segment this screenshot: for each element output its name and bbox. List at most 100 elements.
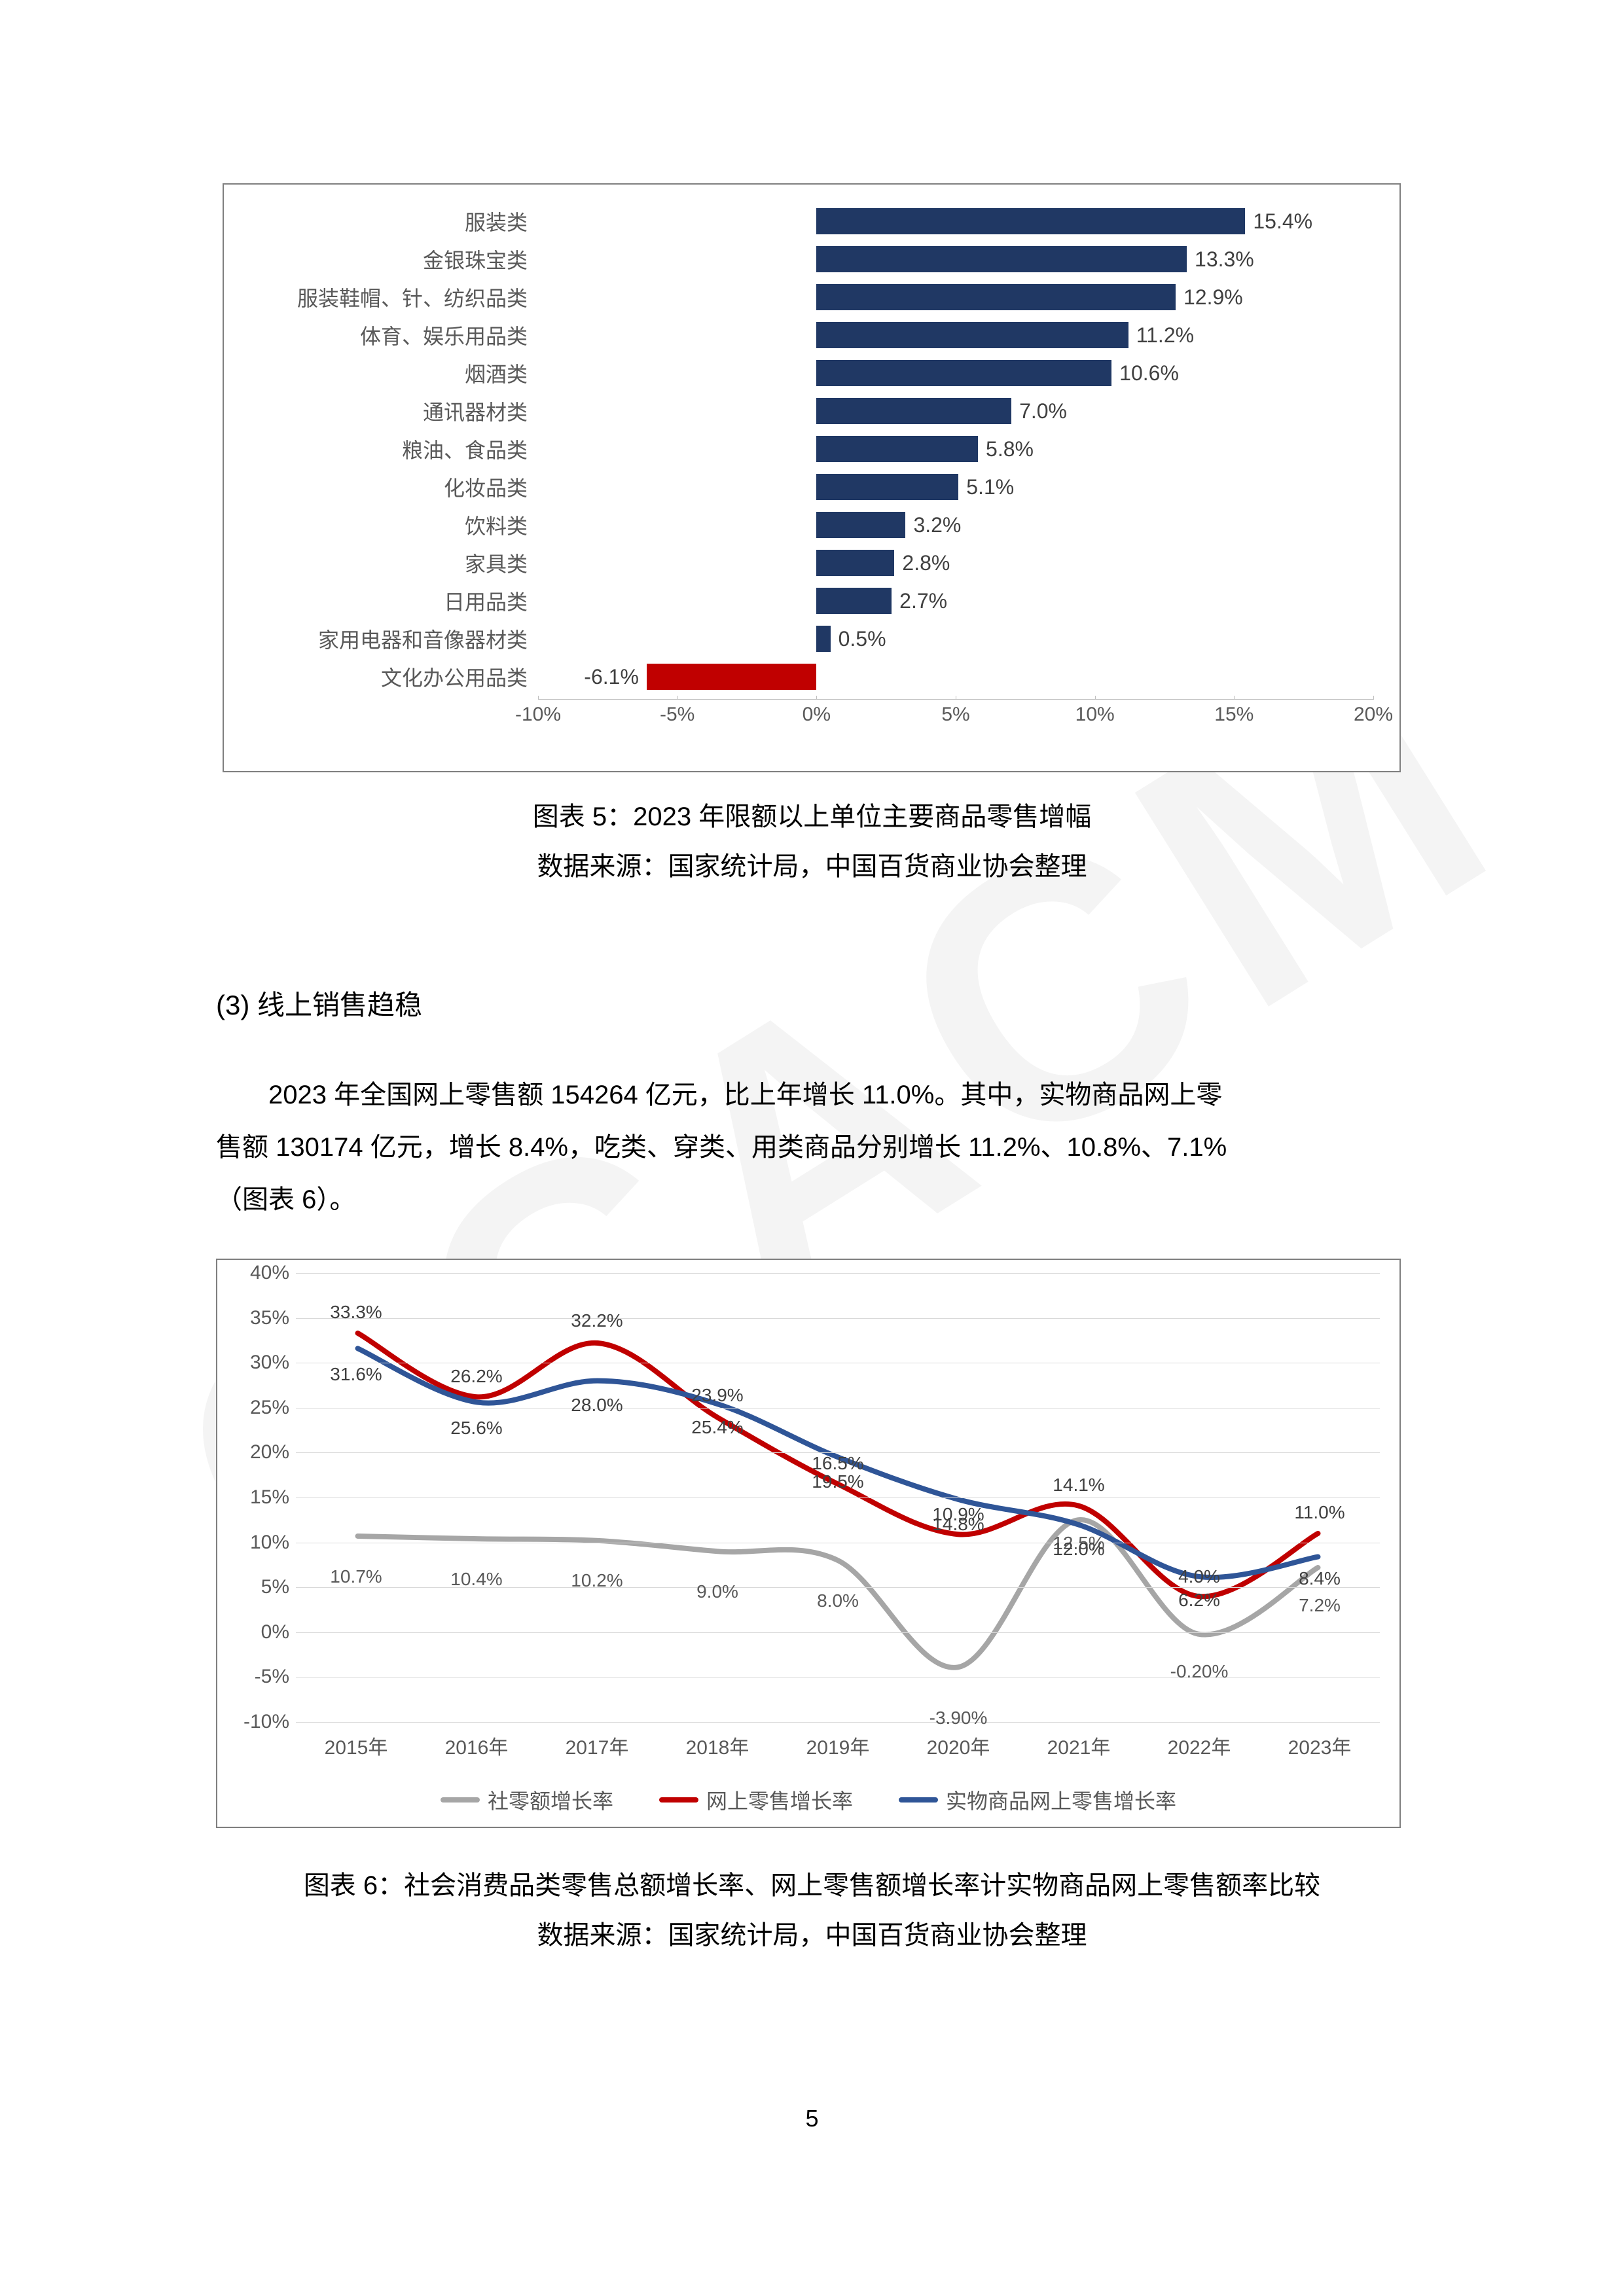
x-tick-label: 2020年 [927,1731,990,1760]
bar-category-label: 烟酒类 [263,358,538,388]
page-number: 5 [0,2105,1624,2132]
data-point-label: 12.0% [1053,1539,1104,1560]
legend-swatch [659,1797,698,1803]
x-tick-label: 2019年 [806,1731,870,1760]
x-tick-label: 2023年 [1288,1731,1352,1760]
bar-row: 文化办公用品类 -6.1% [263,660,1373,694]
bar-category-label: 家具类 [263,548,538,578]
grid-line [296,1632,1380,1633]
grid-line [296,1273,1380,1274]
bar-value-label: 5.1% [966,475,1014,499]
bar-track: 15.4% [538,208,1373,234]
bar-track: 13.3% [538,246,1373,272]
bar-value-label: 3.2% [913,513,961,537]
bar-x-ticks: -10%-5%0%5%10%15%20% [538,699,1373,732]
data-point-label: 7.2% [1299,1595,1341,1616]
y-tick-label: -5% [230,1666,289,1688]
data-point-label: 16.5% [812,1453,863,1474]
bar-category-label: 文化办公用品类 [263,662,538,692]
bar-value-label: 11.2% [1136,323,1194,348]
data-point-label: -0.20% [1170,1661,1229,1682]
paragraph-line-1: 2023 年全国网上零售额 154264 亿元，比上年增长 11.0%。其中，实… [216,1069,1408,1121]
bar-row: 服装鞋帽、针、纺织品类12.9% [263,280,1373,314]
legend-swatch [899,1797,938,1803]
bar-x-tick-label: 10% [1075,704,1115,726]
legend-label: 社零额增长率 [488,1785,613,1815]
figure6-source: 数据来源：国家统计局，中国百货商业协会整理 [216,1910,1408,1960]
data-point-label: 33.3% [330,1302,382,1323]
x-tick-label: 2022年 [1168,1731,1231,1760]
bar-track: -6.1% [538,664,1373,690]
bar-track: 11.2% [538,322,1373,348]
data-point-label: 4.0% [1178,1566,1220,1587]
data-point-label: 25.4% [691,1417,743,1438]
data-point-label: 11.0% [1294,1502,1344,1523]
bar-rect [816,398,1011,424]
x-tick-label: 2016年 [445,1731,509,1760]
bar-row: 家具类2.8% [263,546,1373,580]
grid-line [296,1318,1380,1319]
bar-track: 0.5% [538,626,1373,652]
bar-track: 3.2% [538,512,1373,538]
paragraph-line-3: （图表 6）。 [216,1174,1408,1226]
section-heading-3: (3) 线上销售趋稳 [216,983,1408,1023]
data-point-label: 10.2% [571,1570,623,1591]
line-chart-legend: 社零额增长率网上零售增长率实物商品网上零售增长率 [217,1785,1399,1815]
y-tick-label: 35% [230,1307,289,1329]
y-tick-label: 25% [230,1397,289,1419]
bar-category-label: 粮油、食品类 [263,434,538,464]
bar-chart-figure5: 服装类15.4%金银珠宝类13.3%服装鞋帽、针、纺织品类12.9%体育、娱乐用… [223,183,1401,772]
bar-value-label: 0.5% [839,627,886,651]
bar-value-label: 7.0% [1019,399,1067,423]
y-tick-label: 15% [230,1486,289,1509]
grid-line [296,1722,1380,1723]
bar-category-label: 日用品类 [263,586,538,616]
y-tick-label: 10% [230,1532,289,1554]
bar-rect [816,360,1111,386]
bar-x-tick-label: 0% [803,704,831,726]
page-content: 服装类15.4%金银珠宝类13.3%服装鞋帽、针、纺织品类12.9%体育、娱乐用… [216,183,1408,1960]
bar-row: 烟酒类 10.6% [263,356,1373,390]
line-chart-plot-area: -10%-5%0%5%10%15%20%25%30%35%40%2015年201… [296,1273,1380,1722]
bar-row: 化妆品类 5.1% [263,470,1373,504]
bar-value-label: 10.6% [1119,361,1179,386]
legend-swatch [441,1797,480,1803]
bar-row: 粮油、食品类 5.8% [263,432,1373,466]
bar-rect [816,512,905,538]
bar-rect [816,626,830,652]
bar-row: 体育、娱乐用品类 11.2% [263,318,1373,352]
data-point-label: 14.8% [932,1514,984,1535]
data-point-label: 14.1% [1053,1475,1104,1496]
bar-x-tick-label: -5% [660,704,695,726]
figure5-title: 图表 5：2023 年限额以上单位主要商品零售增幅 [216,792,1408,842]
bar-category-label: 服装类 [263,206,538,236]
data-point-label: 28.0% [571,1395,623,1416]
data-point-label: 23.9% [691,1385,743,1406]
bar-x-tick-label: 20% [1354,704,1393,726]
figure6-caption: 图表 6：社会消费品类零售总额增长率、网上零售额增长率计实物商品网上零售额率比较… [216,1861,1408,1960]
bar-track: 5.1% [538,474,1373,500]
data-point-label: 26.2% [450,1366,502,1387]
bar-category-label: 家用电器和音像器材类 [263,624,538,654]
bar-rect [647,664,816,690]
bar-value-label: -6.1% [584,665,639,689]
bar-value-label: 15.4% [1253,209,1312,234]
bar-value-label: 5.8% [986,437,1034,461]
bar-rect [816,208,1245,234]
data-point-label: 8.4% [1299,1568,1341,1589]
bar-category-label: 化妆品类 [263,472,538,502]
data-point-label: 19.5% [812,1471,863,1492]
bar-row: 服装类 15.4% [263,204,1373,238]
bar-rect [816,284,1176,310]
bar-track: 5.8% [538,436,1373,462]
y-tick-label: 0% [230,1621,289,1643]
paragraph-line-2: 售额 130174 亿元，增长 8.4%，吃类、穿类、用类商品分别增长 11.2… [216,1121,1408,1174]
bar-category-label: 体育、娱乐用品类 [263,320,538,350]
bar-value-label: 13.3% [1195,247,1254,272]
figure5-source: 数据来源：国家统计局，中国百货商业协会整理 [216,842,1408,891]
bar-row: 家用电器和音像器材类 0.5% [263,622,1373,656]
bar-track: 2.8% [538,550,1373,576]
data-point-label: 31.6% [330,1364,382,1385]
y-tick-label: 30% [230,1352,289,1374]
legend-label: 网上零售增长率 [706,1785,853,1815]
